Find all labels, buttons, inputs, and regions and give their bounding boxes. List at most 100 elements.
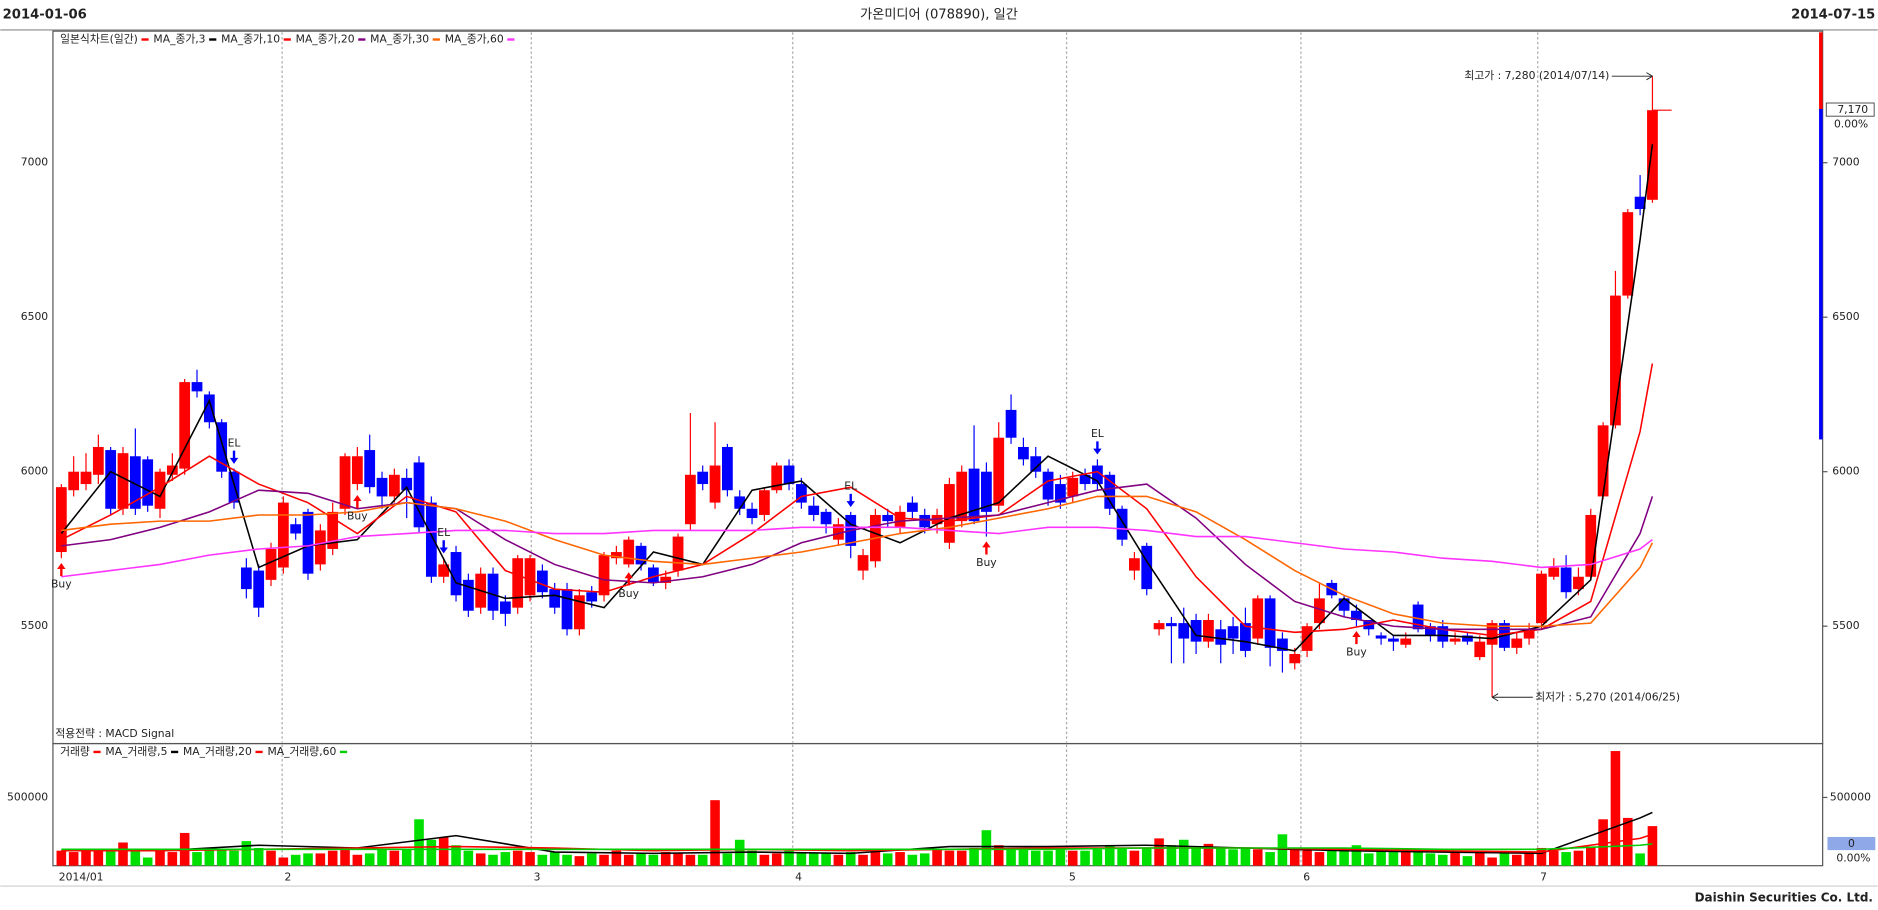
candle-body (1055, 484, 1066, 503)
candle-body (1203, 620, 1214, 642)
candle-body (1005, 409, 1017, 438)
ma-line (61, 495, 1654, 628)
volume-bar (771, 853, 782, 866)
volume-bar (364, 853, 375, 866)
volume-bar (1302, 849, 1312, 866)
candle-body (80, 471, 92, 485)
volume-bar (932, 849, 942, 866)
candle-body (203, 394, 215, 423)
legend-entry: MA_거래량,60 (267, 745, 336, 758)
candle-body (647, 567, 659, 583)
volume-bar (907, 854, 918, 866)
volume-bar (1240, 847, 1251, 866)
candle-body (623, 539, 635, 565)
candle-body (808, 505, 820, 515)
volume-bar (648, 854, 659, 866)
candle-body (758, 490, 770, 515)
candle-body (277, 502, 289, 568)
candle-body (1338, 598, 1350, 611)
candle-body (882, 514, 894, 522)
volume-bar (673, 853, 683, 866)
legend-entry: MA_거래량,20 (183, 745, 252, 758)
volume-bar (1413, 852, 1423, 866)
volume-bar (1141, 847, 1152, 866)
legend-entry: MA_종가,20 (296, 33, 355, 46)
candle-body (1018, 446, 1029, 460)
volume-bar (1043, 850, 1053, 866)
candle-body (129, 456, 141, 509)
arrow-head (1491, 693, 1499, 702)
volume-bar (1228, 849, 1238, 866)
volume-bar (1326, 847, 1337, 866)
volume-bar (463, 850, 474, 866)
candle-body (1449, 638, 1461, 642)
volume-bar (1622, 817, 1633, 866)
volume-bar (1598, 819, 1608, 866)
candle-body (697, 471, 709, 485)
y-tick-label: 6000 (21, 465, 49, 478)
candle-body (142, 459, 154, 506)
candle-body (1560, 567, 1572, 593)
candle-body (55, 487, 67, 553)
current-volume-box (1827, 836, 1876, 851)
volume-bar (759, 854, 770, 866)
candle-body (1511, 638, 1523, 648)
legend-entry: MA_종가,30 (370, 33, 429, 46)
y-tick-label-right: 7000 (1832, 156, 1860, 169)
candle-body (314, 530, 326, 565)
candle-body (425, 502, 437, 577)
volume-bar (1536, 847, 1547, 866)
signal-label: EL (437, 526, 450, 539)
candle-body (1375, 635, 1387, 639)
candle-body (944, 484, 955, 543)
candle-body (1277, 638, 1288, 651)
volume-bar (969, 847, 979, 866)
volume-bar (1289, 847, 1300, 866)
volume-bar (1487, 857, 1497, 866)
candle-body (401, 477, 413, 491)
candle-body (586, 592, 598, 602)
volume-bar (167, 852, 178, 866)
range-bar-down (1819, 108, 1823, 440)
volume-bar (1400, 850, 1411, 866)
volume-bar (537, 854, 548, 866)
volume-bar (1462, 856, 1473, 866)
volume-bar (451, 845, 461, 866)
chart-title: 가온미디어 (078890), 일간 (860, 6, 1018, 22)
candle-body (660, 576, 672, 583)
y-tick-label: 7000 (21, 156, 49, 169)
candle-body (1030, 456, 1042, 472)
candle-body (1597, 425, 1609, 497)
volume-bar (1314, 852, 1325, 866)
legend-title: 거래량 (60, 745, 90, 758)
volume-bar (377, 849, 387, 866)
volume-bar (488, 854, 498, 866)
volume-bar (500, 852, 511, 866)
volume-bar (1363, 853, 1374, 866)
candle-body (993, 437, 1005, 506)
volume-bar (278, 857, 289, 866)
volume-bar (241, 841, 252, 866)
volume-bar (1129, 850, 1140, 866)
candle-body (1166, 623, 1177, 627)
strategy-label: 적용전략 : MACD Signal (55, 727, 174, 740)
candle-body (1573, 576, 1584, 590)
volume-bar (118, 842, 128, 866)
volume-bar (192, 852, 202, 866)
candle-body (721, 446, 733, 491)
legend-entry: MA_종가,60 (445, 33, 504, 46)
candle-body (968, 468, 980, 522)
candle-body (499, 601, 511, 614)
candle-body (105, 450, 117, 509)
volume-bar (993, 845, 1004, 866)
volume-bar (833, 854, 844, 866)
candle-body (1523, 629, 1535, 639)
signal-arrow (1352, 630, 1361, 645)
candle-body (1351, 610, 1362, 621)
candle-body (1462, 635, 1473, 642)
volume-bar (981, 830, 992, 866)
candle-body (771, 465, 783, 491)
x-tick-label: 3 (534, 871, 541, 884)
volume-bar (1166, 845, 1177, 866)
candle-body (487, 573, 499, 611)
